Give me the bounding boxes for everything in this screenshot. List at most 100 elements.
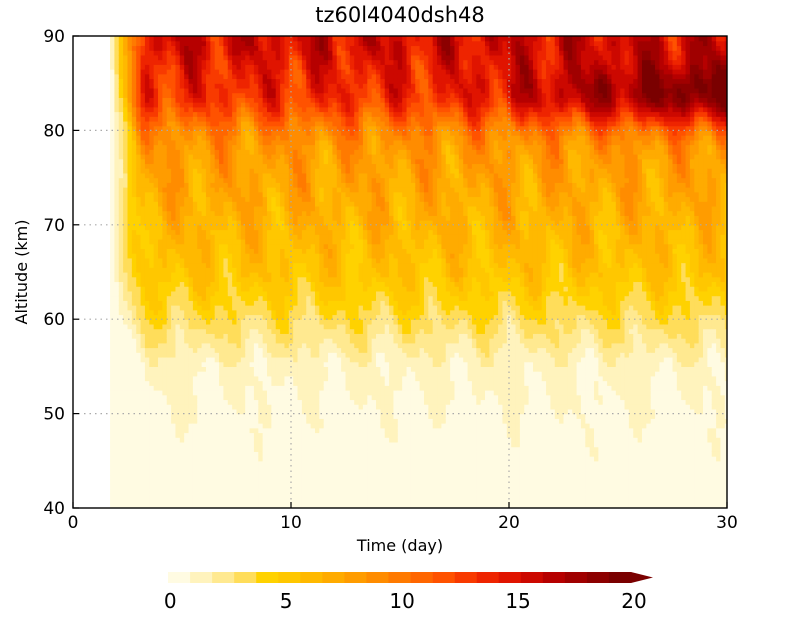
heatmap-cell [179, 69, 185, 75]
heatmap-cell [219, 125, 225, 131]
heatmap-cell [123, 432, 129, 438]
heatmap-cell [284, 281, 290, 287]
heatmap-cell [144, 177, 150, 183]
heatmap-cell [275, 139, 281, 146]
heatmap-cell [175, 305, 181, 311]
heatmap-cell [162, 120, 168, 127]
heatmap-cell [232, 83, 238, 89]
heatmap-cell [179, 144, 185, 150]
heatmap-cell [140, 40, 146, 47]
heatmap-cell [131, 257, 137, 264]
heatmap-cell [232, 224, 238, 231]
heatmap-cell [171, 456, 177, 462]
heatmap-cell [262, 234, 268, 240]
heatmap-cell [131, 172, 137, 179]
heatmap-cell [245, 503, 251, 508]
heatmap-cell [153, 281, 159, 287]
heatmap-cell [267, 352, 272, 358]
heatmap-cell [240, 460, 246, 467]
heatmap-cell [210, 36, 216, 42]
heatmap-cell [131, 272, 137, 278]
heatmap-cell [232, 149, 238, 155]
heatmap-cell [114, 92, 120, 98]
heatmap-cell [136, 300, 142, 306]
heatmap-cell [288, 234, 294, 240]
heatmap-cell [219, 484, 225, 490]
heatmap-cell [201, 116, 207, 122]
heatmap-cell [210, 276, 216, 283]
heatmap-cell [245, 489, 251, 495]
heatmap-cell [201, 69, 207, 75]
heatmap-cell [110, 413, 116, 419]
heatmap-cell [275, 314, 281, 320]
heatmap-cell [288, 40, 294, 47]
heatmap-cell [236, 83, 242, 89]
heatmap-cell [219, 139, 225, 146]
heatmap-cell [149, 356, 155, 363]
heatmap-cell [136, 106, 142, 113]
heatmap-cell [166, 423, 172, 429]
heatmap-cell [175, 40, 181, 47]
heatmap-cell [245, 234, 251, 240]
heatmap-cell [197, 73, 203, 80]
heatmap-cell [118, 64, 124, 70]
heatmap-cell [319, 262, 325, 268]
heatmap-cell [223, 125, 229, 131]
heatmap-cell [127, 102, 133, 108]
heatmap-cell [214, 503, 220, 508]
heatmap-cell [267, 498, 272, 504]
heatmap-cell [162, 427, 168, 434]
heatmap-cell [214, 479, 220, 485]
heatmap-cell [249, 493, 255, 500]
heatmap-cell [227, 210, 233, 216]
heatmap-cell [288, 120, 294, 127]
heatmap-cell [110, 154, 116, 160]
heatmap-cell [219, 163, 225, 169]
heatmap-cell [288, 87, 294, 94]
heatmap-cell [192, 205, 198, 212]
heatmap-cell [240, 257, 246, 264]
heatmap-cell [144, 432, 150, 438]
heatmap-cell [271, 446, 277, 452]
heatmap-cell [118, 281, 124, 287]
heatmap-cell [153, 243, 159, 249]
heatmap-cell [232, 238, 238, 245]
heatmap-cell [232, 352, 238, 358]
heatmap-cell [306, 205, 312, 212]
heatmap-cell [258, 342, 264, 349]
heatmap-cell [245, 130, 251, 136]
heatmap-cell [293, 116, 299, 122]
heatmap-cell [223, 479, 229, 485]
heatmap-cell [297, 493, 303, 500]
heatmap-cell [258, 437, 264, 443]
heatmap-cell [232, 253, 238, 259]
heatmap-cell [210, 441, 216, 448]
heatmap-cell [223, 276, 229, 283]
heatmap-cell [166, 366, 172, 372]
heatmap-cell [319, 36, 325, 42]
heatmap-cell [136, 144, 142, 150]
heatmap-cell [214, 220, 220, 226]
heatmap-cell [166, 276, 172, 283]
heatmap-cell [153, 446, 159, 452]
heatmap-cell [179, 64, 185, 70]
heatmap-cell [205, 102, 211, 108]
heatmap-cell [127, 168, 133, 174]
heatmap-cell [236, 177, 242, 183]
heatmap-cell [232, 87, 238, 94]
heatmap-cell [310, 328, 316, 334]
heatmap-cell [240, 470, 246, 476]
heatmap-cell [288, 474, 294, 481]
heatmap-cell [184, 163, 190, 169]
heatmap-cell [118, 276, 124, 283]
heatmap-cell [314, 154, 320, 160]
heatmap-cell [123, 83, 129, 89]
heatmap-cell [162, 371, 168, 377]
heatmap-cell [245, 257, 251, 264]
heatmap-cell [227, 413, 233, 419]
heatmap-cell [249, 205, 255, 212]
heatmap-cell [245, 172, 251, 179]
heatmap-cell [227, 187, 233, 193]
heatmap-cell [118, 451, 124, 457]
heatmap-cell [162, 40, 168, 47]
